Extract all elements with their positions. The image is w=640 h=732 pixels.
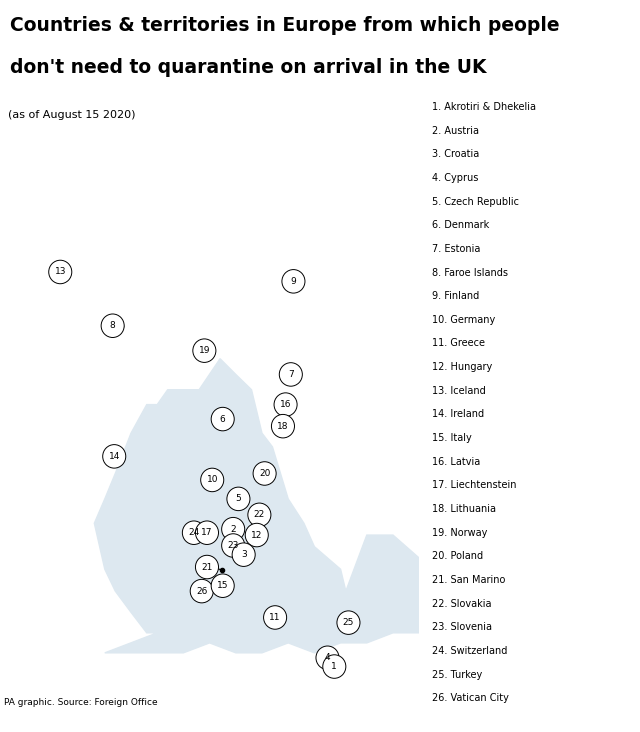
Text: 10: 10 [207,476,218,485]
Text: PA graphic. Source: Foreign Office: PA graphic. Source: Foreign Office [4,698,158,707]
Ellipse shape [211,574,234,597]
Text: 9: 9 [291,277,296,285]
Text: 24: 24 [188,529,200,537]
Text: 5: 5 [236,494,241,504]
Text: 23: 23 [227,541,239,550]
Text: 19: 19 [198,346,210,355]
Ellipse shape [49,260,72,284]
Text: 9. Finland: 9. Finland [433,291,480,301]
Ellipse shape [182,521,205,545]
Text: 10. Germany: 10. Germany [433,315,496,325]
Text: 7: 7 [288,370,294,379]
Text: 2. Austria: 2. Austria [433,126,479,135]
Text: 16: 16 [280,400,291,409]
Ellipse shape [201,468,224,492]
Text: (as of August 15 2020): (as of August 15 2020) [8,110,136,120]
Text: 8: 8 [110,321,116,330]
Text: 2: 2 [230,525,236,534]
Text: 3: 3 [241,550,246,559]
Ellipse shape [282,269,305,293]
Text: 20: 20 [259,469,270,478]
Polygon shape [94,359,419,653]
Text: 12: 12 [251,531,262,539]
Text: 14. Ireland: 14. Ireland [433,409,484,419]
Text: 11. Greece: 11. Greece [433,338,486,348]
Ellipse shape [279,362,302,386]
Text: 13. Iceland: 13. Iceland [433,386,486,396]
Text: 6: 6 [220,414,225,424]
Text: 25: 25 [343,618,354,627]
Ellipse shape [221,518,244,541]
Ellipse shape [195,556,218,579]
Text: 7. Estonia: 7. Estonia [433,244,481,254]
Ellipse shape [248,503,271,526]
Text: 22. Slovakia: 22. Slovakia [433,599,492,608]
Text: 14: 14 [109,452,120,461]
Text: don't need to quarantine on arrival in the UK: don't need to quarantine on arrival in t… [10,58,486,77]
Ellipse shape [274,393,297,417]
Text: 25. Turkey: 25. Turkey [433,670,483,679]
Ellipse shape [102,444,126,468]
Text: Countries & territories in Europe from which people: Countries & territories in Europe from w… [10,16,559,35]
Text: 17. Liechtenstein: 17. Liechtenstein [433,480,517,490]
Ellipse shape [253,462,276,485]
Text: 11: 11 [269,613,281,622]
Text: 15: 15 [217,581,228,590]
Text: 17: 17 [201,529,212,537]
Text: 15. Italy: 15. Italy [433,433,472,443]
Ellipse shape [190,579,213,603]
Text: 26: 26 [196,586,207,596]
Text: 23. Slovenia: 23. Slovenia [433,622,492,632]
Text: 4. Cyprus: 4. Cyprus [433,173,479,183]
Text: 12. Hungary: 12. Hungary [433,362,493,372]
Text: 18. Lithuania: 18. Lithuania [433,504,497,514]
Ellipse shape [221,534,244,557]
Text: 3. Croatia: 3. Croatia [433,149,480,160]
Text: 8. Faroe Islands: 8. Faroe Islands [433,267,508,277]
Text: 19. Norway: 19. Norway [433,528,488,538]
Text: 22: 22 [253,510,265,519]
Text: 5. Czech Republic: 5. Czech Republic [433,197,520,206]
Ellipse shape [337,611,360,635]
Ellipse shape [195,521,218,545]
Ellipse shape [323,655,346,679]
Text: 6. Denmark: 6. Denmark [433,220,490,230]
Text: 4: 4 [324,653,330,662]
Text: 16. Latvia: 16. Latvia [433,457,481,467]
Ellipse shape [264,605,287,630]
Text: 1. Akrotiri & Dhekelia: 1. Akrotiri & Dhekelia [433,102,536,112]
Ellipse shape [316,646,339,670]
Ellipse shape [211,407,234,431]
Ellipse shape [245,523,268,547]
Text: 18: 18 [277,422,289,430]
Ellipse shape [232,543,255,567]
Text: 13: 13 [54,267,66,277]
Text: 24. Switzerland: 24. Switzerland [433,646,508,656]
Ellipse shape [271,414,294,438]
Ellipse shape [193,339,216,362]
Ellipse shape [227,487,250,511]
Text: 26. Vatican City: 26. Vatican City [433,693,509,703]
Text: 21: 21 [202,562,212,572]
Ellipse shape [101,314,124,337]
Text: 20. Poland: 20. Poland [433,551,484,561]
Text: 1: 1 [332,662,337,671]
Text: 21. San Marino: 21. San Marino [433,575,506,585]
